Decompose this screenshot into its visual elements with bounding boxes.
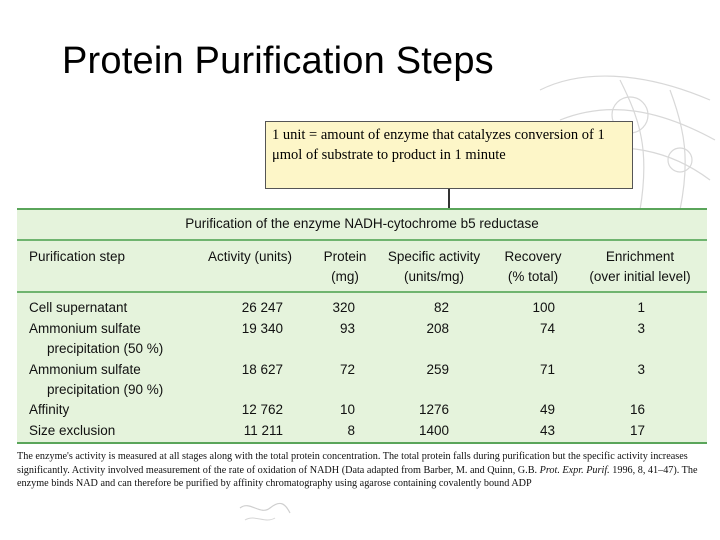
footnote-text-part1: The enzyme's activity is measured at all… (17, 451, 688, 476)
header-recovery-line1: Recovery (504, 249, 562, 264)
row-cell-supernatant-recovery: 100 (532, 300, 555, 315)
unit-definition-callout: 1 unit = amount of enzyme that catalyzes… (265, 121, 633, 189)
header-top-rule (17, 239, 707, 241)
row-size-exclusion-recovery: 43 (539, 423, 555, 438)
row-affinity-activity: 12 762 (241, 402, 283, 417)
row-cell-supernatant-step: Cell supernatant (29, 300, 128, 315)
header-specific-line2: (units/mg) (403, 269, 464, 284)
row-affinity-recovery: 49 (539, 402, 555, 417)
row-affinity-protein: 10 (339, 402, 355, 417)
row-size-exclusion-enrichment: 17 (629, 423, 645, 438)
header-recovery-line2: (% total) (507, 269, 559, 284)
footnote-text-part2: 1996, 8, 41–47). The enzyme binds NAD an… (17, 464, 698, 490)
row-ammonium-90-step: Ammonium sulfate (29, 362, 141, 377)
row-ammonium-50-step-line2: precipitation (50 %) (47, 341, 164, 356)
footnote-journal: Prot. Expr. Purif. (539, 464, 610, 476)
row-ammonium-90-enrichment: 3 (637, 362, 645, 377)
table-footnote: The enzyme's activity is measured at all… (17, 450, 709, 491)
decorative-squiggle (239, 502, 291, 521)
header-bottom-rule (17, 291, 707, 293)
row-ammonium-90-specific: 259 (426, 362, 449, 377)
row-affinity-enrichment: 16 (629, 402, 645, 417)
row-ammonium-50-enrichment: 3 (637, 321, 645, 336)
header-enrichment-line1: Enrichment (605, 249, 675, 264)
header-protein-line2: (mg) (331, 269, 359, 284)
row-cell-supernatant-protein: 320 (332, 300, 355, 315)
row-cell-supernatant-activity: 26 247 (241, 300, 283, 315)
row-ammonium-50-recovery: 74 (539, 321, 555, 336)
row-ammonium-50-protein: 93 (339, 321, 355, 336)
row-size-exclusion-step: Size exclusion (29, 423, 116, 438)
row-ammonium-90-recovery: 71 (539, 362, 555, 377)
purification-table: Purification of the enzyme NADH-cytochro… (17, 208, 707, 444)
row-affinity-step: Affinity (29, 402, 70, 417)
row-cell-supernatant-specific: 82 (433, 300, 449, 315)
header-enrichment-line2: (over initial level) (589, 269, 691, 284)
row-ammonium-50-specific: 208 (426, 321, 449, 336)
row-ammonium-50-activity: 19 340 (241, 321, 283, 336)
slide-title: Protein Purification Steps (62, 40, 494, 82)
row-ammonium-90-protein: 72 (339, 362, 355, 377)
row-ammonium-90-activity: 18 627 (241, 362, 283, 377)
header-protein-line1: Protein (323, 249, 367, 264)
row-size-exclusion-activity: 11 211 (243, 423, 283, 438)
table-caption: Purification of the enzyme NADH-cytochro… (185, 216, 539, 231)
row-ammonium-50-step: Ammonium sulfate (29, 321, 141, 336)
header-step: Purification step (29, 249, 126, 264)
row-cell-supernatant-enrichment: 1 (637, 300, 645, 315)
row-size-exclusion-protein: 8 (347, 423, 355, 438)
header-specific-line1: Specific activity (387, 249, 481, 264)
row-size-exclusion-specific: 1400 (418, 423, 449, 438)
row-ammonium-90-step-line2: precipitation (90 %) (47, 382, 164, 397)
header-activity: Activity (units) (208, 249, 293, 264)
row-affinity-specific: 1276 (418, 402, 449, 417)
